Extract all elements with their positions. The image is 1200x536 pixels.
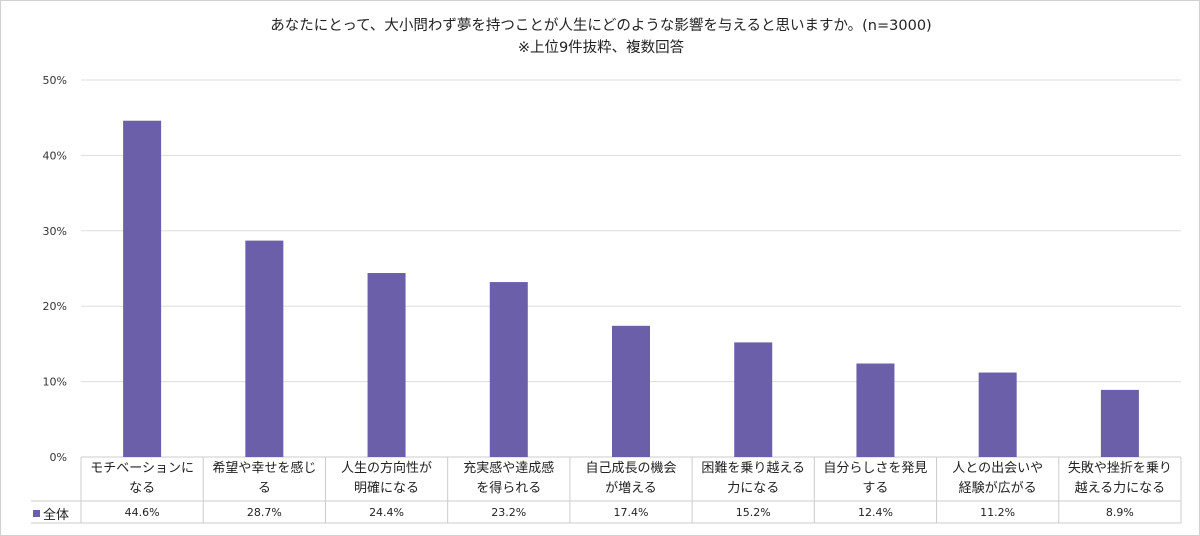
- data-label: 15.2%: [735, 506, 771, 519]
- data-label: 12.4%: [857, 506, 893, 519]
- bar: [734, 342, 773, 457]
- bar: [1100, 389, 1139, 457]
- category-label: 自分らしさを発見 する: [823, 461, 928, 496]
- data-label: 44.6%: [124, 506, 160, 519]
- chart-title: あなたにとって、大小問わず夢を持つことが人生にどのような影響を与えると思いますか…: [270, 18, 932, 34]
- data-label: 23.2%: [491, 506, 527, 519]
- data-label: 8.9%: [1105, 506, 1134, 519]
- data-label: 24.4%: [369, 506, 405, 519]
- category-label: 困難を乗り越える 力になる: [701, 461, 806, 496]
- data-label: 17.4%: [613, 506, 649, 519]
- bar: [367, 273, 406, 457]
- category-label: 自己成長の機会 が増える: [585, 461, 677, 496]
- legend-swatch: [33, 510, 40, 517]
- bar: [489, 282, 528, 457]
- y-tick-label: 20%: [43, 300, 67, 313]
- category-label: 希望や幸せを感じ る: [212, 461, 317, 496]
- category-label: 充実感や達成感 を得られる: [463, 461, 555, 496]
- category-label: 人生の方向性が 明確になる: [341, 461, 433, 496]
- category-label: 人との出会いや 経験が広がる: [952, 461, 1044, 496]
- bar: [123, 120, 162, 457]
- y-tick-label: 10%: [43, 376, 67, 389]
- bar: [978, 372, 1017, 457]
- y-tick-label: 40%: [43, 149, 67, 162]
- y-tick-label: 30%: [43, 225, 67, 238]
- bar: [245, 240, 284, 457]
- legend-entry: 全体: [33, 504, 69, 523]
- y-tick-label: 50%: [43, 74, 67, 87]
- category-label: 失敗や挫折を乗り 越える力になる: [1067, 461, 1172, 496]
- chart-subtitle: ※上位9件抜粋、複数回答: [517, 40, 685, 56]
- bar: [612, 325, 650, 457]
- category-label: モチベーションに なる: [90, 461, 194, 496]
- bar: [856, 363, 895, 457]
- data-label: 11.2%: [980, 506, 1016, 519]
- legend-label: 全体: [43, 508, 70, 523]
- data-label: 28.7%: [246, 506, 282, 519]
- y-tick-label: 0%: [50, 451, 67, 464]
